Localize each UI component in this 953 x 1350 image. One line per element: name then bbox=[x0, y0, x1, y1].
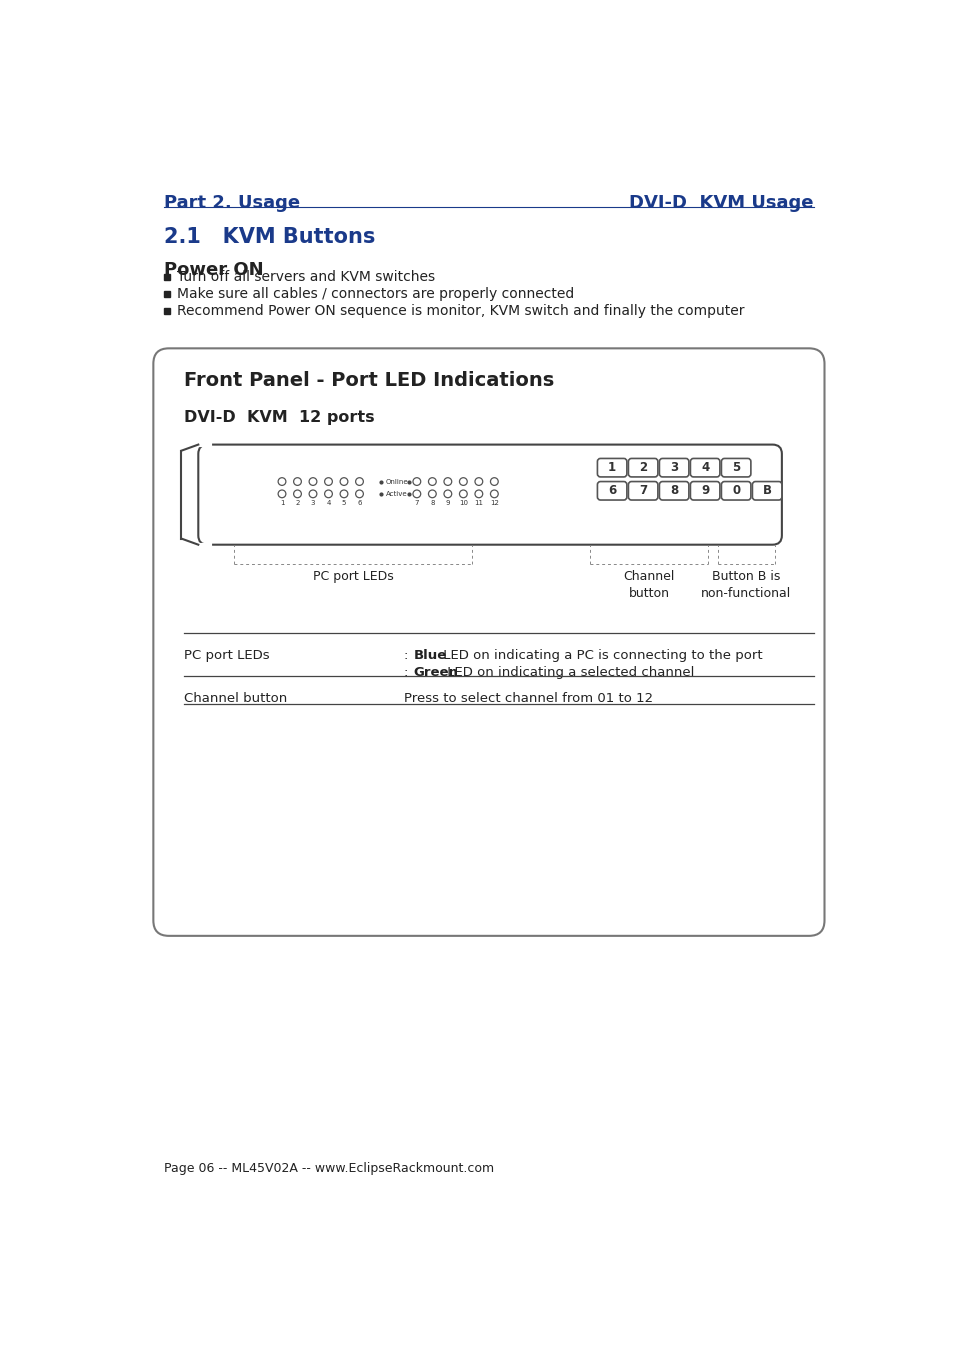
Text: 3: 3 bbox=[669, 462, 678, 474]
Text: Page 06 -- ML45V02A -- www.EclipseRackmount.com: Page 06 -- ML45V02A -- www.EclipseRackmo… bbox=[164, 1161, 494, 1174]
Text: 7: 7 bbox=[415, 500, 418, 506]
Text: 9: 9 bbox=[700, 485, 708, 497]
FancyBboxPatch shape bbox=[153, 348, 823, 936]
FancyBboxPatch shape bbox=[659, 482, 688, 500]
Text: 6: 6 bbox=[356, 500, 361, 506]
Text: 8: 8 bbox=[430, 500, 435, 506]
Bar bbox=[164, 308, 170, 313]
Text: PC port LEDs: PC port LEDs bbox=[313, 570, 393, 583]
Text: Active: Active bbox=[385, 491, 407, 497]
Text: :: : bbox=[404, 648, 413, 662]
FancyBboxPatch shape bbox=[720, 482, 750, 500]
Text: Green: Green bbox=[414, 666, 458, 679]
Text: Blue: Blue bbox=[414, 648, 447, 662]
Text: Channel button: Channel button bbox=[184, 691, 287, 705]
Text: Press to select channel from 01 to 12: Press to select channel from 01 to 12 bbox=[404, 691, 653, 705]
FancyBboxPatch shape bbox=[690, 459, 720, 477]
Text: DVI-D  KVM Usage: DVI-D KVM Usage bbox=[628, 194, 813, 212]
Text: 11: 11 bbox=[474, 500, 483, 506]
Text: 7: 7 bbox=[639, 485, 646, 497]
FancyBboxPatch shape bbox=[720, 459, 750, 477]
Text: :: : bbox=[404, 666, 413, 679]
Text: Channel
button: Channel button bbox=[623, 570, 675, 601]
FancyBboxPatch shape bbox=[659, 459, 688, 477]
FancyBboxPatch shape bbox=[198, 444, 781, 544]
Text: 2: 2 bbox=[295, 500, 299, 506]
Text: 0: 0 bbox=[731, 485, 740, 497]
Text: 1: 1 bbox=[279, 500, 284, 506]
FancyBboxPatch shape bbox=[752, 482, 781, 500]
Text: 2: 2 bbox=[639, 462, 646, 474]
Text: 8: 8 bbox=[669, 485, 678, 497]
FancyBboxPatch shape bbox=[690, 482, 720, 500]
Text: 4: 4 bbox=[700, 462, 708, 474]
Bar bbox=[164, 274, 170, 279]
Text: Make sure all cables / connectors are properly connected: Make sure all cables / connectors are pr… bbox=[176, 286, 574, 301]
Text: Power ON: Power ON bbox=[164, 261, 264, 278]
Text: 5: 5 bbox=[341, 500, 346, 506]
Text: Recommend Power ON sequence is monitor, KVM switch and finally the computer: Recommend Power ON sequence is monitor, … bbox=[176, 304, 743, 317]
Text: DVI-D  KVM  12 ports: DVI-D KVM 12 ports bbox=[184, 410, 375, 425]
Bar bbox=[164, 292, 170, 297]
Text: Front Panel - Port LED Indications: Front Panel - Port LED Indications bbox=[184, 371, 554, 390]
Text: Turn off all servers and KVM switches: Turn off all servers and KVM switches bbox=[176, 270, 435, 284]
Text: Online: Online bbox=[385, 478, 408, 485]
Text: Part 2. Usage: Part 2. Usage bbox=[164, 194, 300, 212]
Text: 2.1   KVM Buttons: 2.1 KVM Buttons bbox=[164, 227, 375, 247]
Text: Button B is
non-functional: Button B is non-functional bbox=[700, 570, 791, 601]
FancyBboxPatch shape bbox=[628, 459, 658, 477]
Text: 9: 9 bbox=[445, 500, 450, 506]
Text: PC port LEDs: PC port LEDs bbox=[184, 648, 270, 662]
Text: 12: 12 bbox=[490, 500, 498, 506]
FancyBboxPatch shape bbox=[597, 459, 626, 477]
Text: 3: 3 bbox=[311, 500, 314, 506]
Text: B: B bbox=[761, 485, 771, 497]
Text: LED on indicating a selected channel: LED on indicating a selected channel bbox=[443, 666, 694, 679]
FancyBboxPatch shape bbox=[597, 482, 626, 500]
Text: 10: 10 bbox=[458, 500, 467, 506]
Text: 4: 4 bbox=[326, 500, 331, 506]
Text: 5: 5 bbox=[731, 462, 740, 474]
Text: 1: 1 bbox=[607, 462, 616, 474]
FancyBboxPatch shape bbox=[628, 482, 658, 500]
Text: LED on indicating a PC is connecting to the port: LED on indicating a PC is connecting to … bbox=[438, 648, 761, 662]
Text: 6: 6 bbox=[607, 485, 616, 497]
